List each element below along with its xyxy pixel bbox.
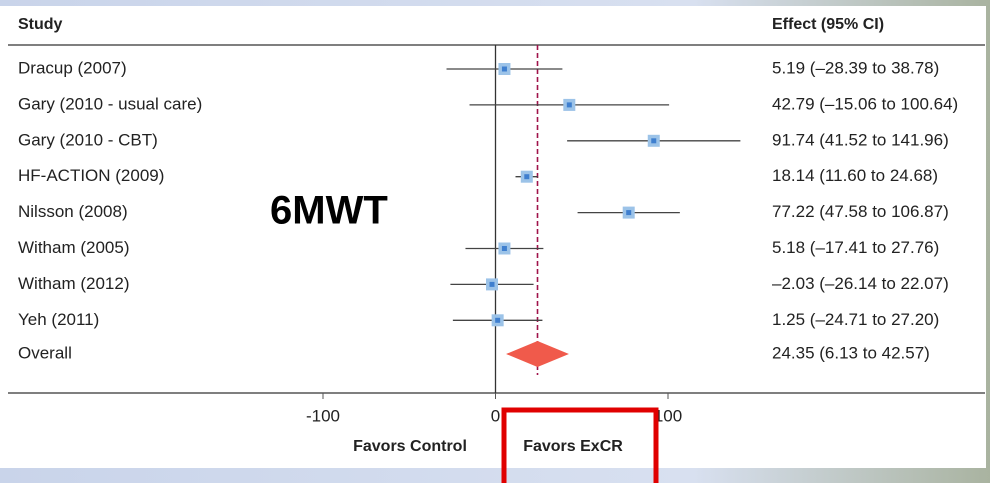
study-name: HF-ACTION (2009) [18,166,164,185]
effect-label: 77.22 (47.58 to 106.87) [772,202,949,221]
effect-marker-core [626,210,632,216]
x-label-left: Favors Control [353,438,467,455]
study-name: Nilsson (2008) [18,202,128,221]
x-tick-label: 100 [654,406,682,425]
study-name: Witham (2012) [18,274,129,293]
study-name: Gary (2010 - usual care) [18,94,202,113]
study-name: Gary (2010 - CBT) [18,130,158,149]
effect-marker-core [501,246,507,251]
highlight-box [501,407,659,483]
x-tick-label: -100 [306,406,340,425]
overall-diamond [506,341,569,367]
effect-label: 1.25 (–24.71 to 27.20) [772,310,939,329]
effect-label: 42.79 (–15.06 to 100.64) [772,94,958,113]
effect-marker-core [489,281,495,287]
x-label-right: Favors ExCR [523,438,623,455]
study-name: Dracup (2007) [18,58,127,77]
effect-marker-core [651,138,657,144]
overall-name: Overall [18,343,72,362]
effect-label: 5.18 (–17.41 to 27.76) [772,238,939,257]
effect-marker-core [566,102,572,108]
effect-marker-core [501,66,507,72]
study-name: Witham (2005) [18,238,129,257]
effect-label: 18.14 (11.60 to 24.68) [772,166,938,185]
effect-label: 91.74 (41.52 to 141.96) [772,130,949,149]
effect-label: 5.19 (–28.39 to 38.78) [772,58,939,77]
study-name: Yeh (2011) [18,310,99,329]
overall-label: 24.35 (6.13 to 42.57) [772,343,930,362]
annotation: 6MWT [270,189,388,233]
effect-marker-core [495,317,501,323]
header-effect: Effect (95% CI) [772,16,884,33]
x-tick-label: 0 [491,406,500,425]
effect-label: –2.03 (–26.14 to 22.07) [772,274,949,293]
panel [0,6,986,468]
effect-marker-core [524,174,530,180]
header-study: Study [18,16,63,33]
